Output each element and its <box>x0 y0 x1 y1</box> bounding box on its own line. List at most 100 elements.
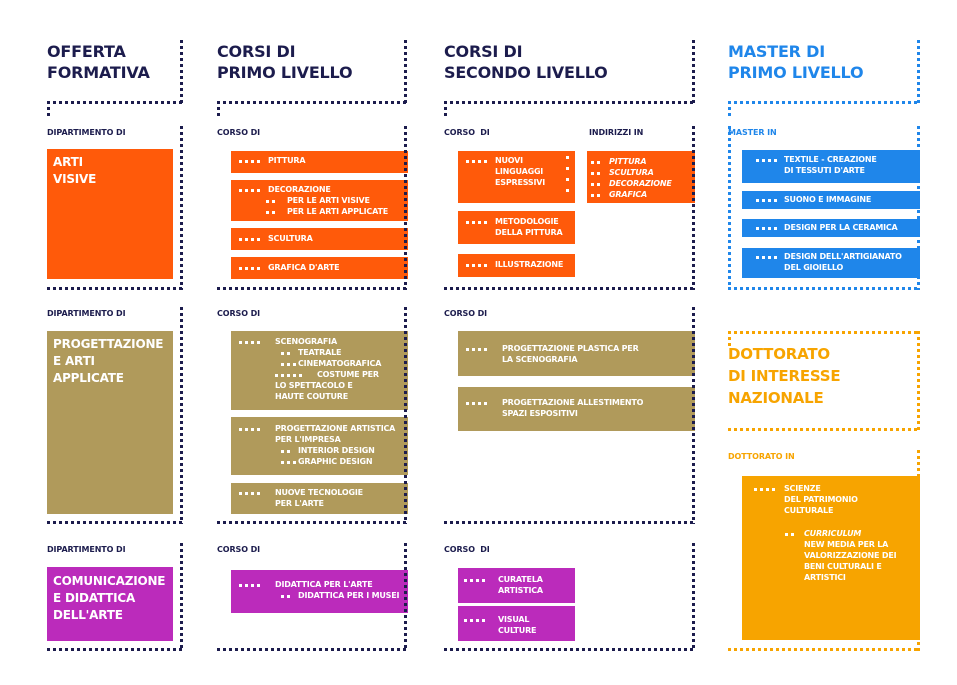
dash-marker <box>464 619 485 622</box>
course-line-text: GRAFICA D'ARTE <box>268 263 340 272</box>
course-line-text: SUONO E IMMAGINE <box>784 195 872 204</box>
dash-marker <box>281 352 290 355</box>
header-primo-line2: PRIMO LIVELLO <box>217 63 353 82</box>
dotted-rule <box>692 40 695 104</box>
course-line-text: SCULTURA <box>268 234 313 243</box>
dash-marker <box>239 492 260 495</box>
dash-marker <box>239 160 260 163</box>
course-box-scenografia: SCENOGRAFIA TEATRALE CINEMATOGRAFICA COSTUM… <box>231 331 408 410</box>
course-box-scienze: SCIENZE DEL PATRIMONIO CULTURALE CURRICULUM… <box>742 476 920 640</box>
course-box-textile: TEXTILE - CREAZIONE DI TESSUTI D'ARTE <box>742 150 920 183</box>
course-box-illustrazione: ILLUSTRAZIONE <box>458 254 575 277</box>
course-line-text: BENI CULTURALI E <box>804 562 882 571</box>
dotted-rule <box>217 648 407 651</box>
course-line-text: PITTURA <box>268 156 306 165</box>
dotted-rule <box>404 126 407 290</box>
dash-marker <box>239 341 260 344</box>
course-line-text: PROGETTAZIONE ARTISTICA <box>275 424 396 433</box>
header-secondo-livello: CORSI DI SECONDO LIVELLO <box>444 41 608 83</box>
course-line-text: SCENOGRAFIA <box>275 337 337 346</box>
dotted-rule <box>728 126 731 290</box>
label-dipartimento-3: DIPARTIMENTO DI <box>47 545 126 554</box>
dept-comunicazione-line1: COMUNICAZIONE <box>53 574 166 588</box>
dotted-rule <box>217 521 407 524</box>
label-dipartimento-2: DIPARTIMENTO DI <box>47 309 126 318</box>
dotted-rule <box>692 543 695 651</box>
dept-comunicazione: COMUNICAZIONE E DIDATTICA DELL'ARTE <box>47 567 173 641</box>
dept-arti-visive-line1: ARTI <box>53 155 83 169</box>
course-line-text: TEXTILE - CREAZIONE <box>784 155 877 164</box>
course-line-text: PER L'ARTE <box>275 499 324 508</box>
dotted-rule <box>404 40 407 104</box>
course-line-text: DEL GIOIELLO <box>784 263 844 272</box>
dept-comunicazione-line2: E DIDATTICA <box>53 591 136 605</box>
dash-marker <box>466 402 487 405</box>
label-corso-primo-2: CORSO DI <box>217 309 260 318</box>
dotted-rule <box>180 40 183 104</box>
dotted-rule <box>728 331 731 347</box>
dept-arti-visive-line2: VISIVE <box>53 172 97 186</box>
header-secondo-line2: SECONDO LIVELLO <box>444 63 608 82</box>
dotted-rule <box>180 543 183 651</box>
dotted-rule <box>444 648 695 651</box>
dash-marker <box>466 160 487 163</box>
dash-marker <box>754 488 775 491</box>
course-line-text: DEL PATRIMONIO <box>784 495 858 504</box>
header-offerta: OFFERTA FORMATIVA <box>47 41 150 83</box>
dotted-rule <box>180 307 183 524</box>
course-line-text: CINEMATOGRAFICA <box>298 359 382 368</box>
label-indirizzi-in: INDIRIZZI IN <box>589 128 644 137</box>
course-line-text: TEATRALE <box>298 348 342 357</box>
dotted-rule <box>728 428 920 431</box>
dash-marker <box>591 183 600 186</box>
dotted-rule <box>404 307 407 524</box>
course-box-plastica: PROGETTAZIONE PLASTICA PER LA SCENOGRAFIA <box>458 331 695 376</box>
dotted-rule <box>444 101 695 104</box>
course-box-gioiello: DESIGN DELL'ARTIGIANATO DEL GIOIELLO <box>742 248 920 278</box>
course-line-text: ARTISTICA <box>498 586 543 595</box>
dotted-rule <box>444 101 447 117</box>
course-line-text: PER L'IMPRESA <box>275 435 341 444</box>
dash-marker <box>281 450 290 453</box>
dottorato-title: DOTTORATO DI INTERESSE NAZIONALE <box>728 343 841 409</box>
dotted-rule <box>917 331 920 431</box>
course-box-curatela: CURATELA ARTISTICA <box>458 568 575 603</box>
course-line-text: VALORIZZAZIONE DEI <box>804 551 897 560</box>
course-line-text: COSTUME PER <box>317 370 379 379</box>
course-box-visual: VISUAL CULTURE <box>458 606 575 641</box>
label-corso-secondo-3: CORSO DI <box>444 545 490 554</box>
dotted-rule <box>917 126 920 290</box>
dash-marker <box>239 267 260 270</box>
course-box-suono: SUONO E IMMAGINE <box>742 191 920 209</box>
course-line-text: CULTURALE <box>784 506 834 515</box>
course-line-text: DIDATTICA PER L'ARTE <box>275 580 373 589</box>
dept-comunicazione-line3: DELL'ARTE <box>53 608 123 622</box>
dept-progettazione: PROGETTAZIONE E ARTI APPLICATE <box>47 331 173 514</box>
dotted-rule <box>444 521 695 524</box>
course-line-text: NEW MEDIA PER LA <box>804 540 889 549</box>
course-line-text: VISUAL <box>498 615 530 624</box>
label-dipartimento-1: DIPARTIMENTO DI <box>47 128 126 137</box>
label-dottorato-in: DOTTORATO IN <box>728 452 795 461</box>
dotted-rule <box>180 126 183 290</box>
course-line-text: CULTURE <box>498 626 537 635</box>
course-line-text: LINGUAGGI <box>495 167 544 176</box>
dottorato-title-line3: NAZIONALE <box>728 389 824 407</box>
dotted-rule <box>728 331 920 334</box>
course-box-allestimento: PROGETTAZIONE ALLESTIMENTO SPAZI ESPOSITI… <box>458 387 695 431</box>
dotted-rule <box>217 101 220 117</box>
dash-marker <box>756 159 777 162</box>
header-secondo-line1: CORSI DI <box>444 42 523 61</box>
dash-marker <box>266 200 275 203</box>
dottorato-title-line1: DOTTORATO <box>728 345 830 363</box>
course-line-text: SCIENZE <box>784 484 821 493</box>
course-line-text: NUOVI <box>495 156 523 165</box>
course-line-text: PROGETTAZIONE ALLESTIMENTO <box>502 398 644 407</box>
label-corso-primo-1: CORSO DI <box>217 128 260 137</box>
course-line-text: METODOLOGIE <box>495 217 559 226</box>
dotted-rule <box>47 101 183 104</box>
dotted-rule <box>404 543 407 651</box>
dash-marker <box>756 256 777 259</box>
course-line-text: DESIGN PER LA CERAMICA <box>784 223 898 232</box>
dash-marker <box>239 584 260 587</box>
